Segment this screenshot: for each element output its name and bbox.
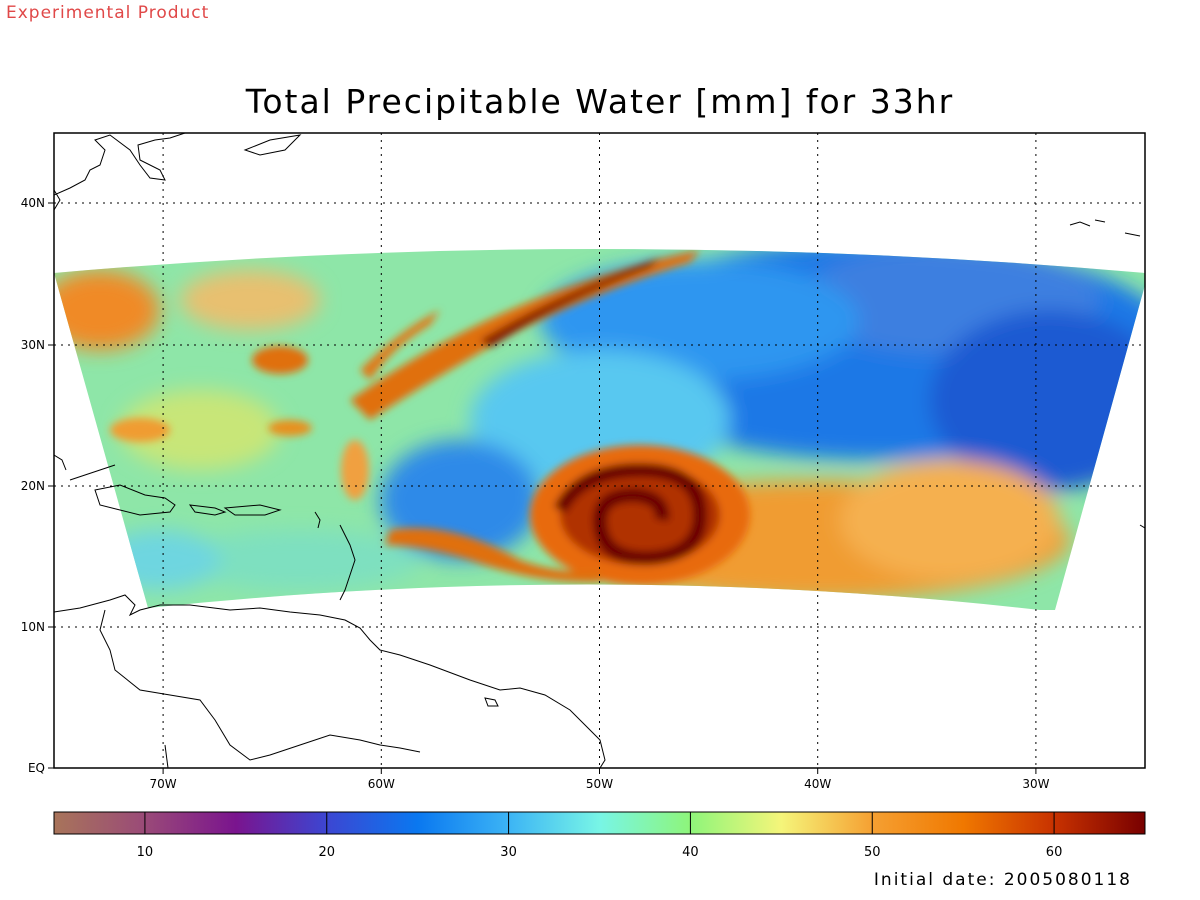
x-tick-label: 70W <box>150 777 177 791</box>
y-tick-label: 20N <box>21 479 45 493</box>
initial-date-label: Initial date: 2005080118 <box>873 870 1132 890</box>
y-tick-label: 30N <box>21 338 45 352</box>
y-tick-label: 10N <box>21 620 45 634</box>
precipitable-water-field <box>54 249 1145 610</box>
chart-title: Total Precipitable Water [mm] for 33hr <box>245 82 955 121</box>
y-tick-label: 40N <box>21 196 45 210</box>
colorbar-tick-label: 50 <box>864 845 881 860</box>
y-tick-label: EQ <box>28 761 45 775</box>
colorbar-tick-label: 20 <box>318 845 335 860</box>
x-tick-label: 30W <box>1022 777 1049 791</box>
colorbar-tick-label: 10 <box>137 845 154 860</box>
y-axis: EQ 10N 20N 30N 40N <box>21 196 54 775</box>
coastlines <box>54 133 1145 768</box>
colorbar-tick-label: 30 <box>500 845 517 860</box>
x-tick-label: 40W <box>804 777 831 791</box>
x-axis: 70W 60W 50W 40W 30W <box>150 768 1050 791</box>
x-tick-label: 50W <box>586 777 613 791</box>
x-tick-label: 60W <box>368 777 395 791</box>
experimental-product-label: Experimental Product <box>6 3 210 23</box>
colorbar: 10 20 30 40 50 60 <box>53 811 1146 860</box>
colorbar-tick-label: 60 <box>1046 845 1063 860</box>
colorbar-bar <box>53 811 1146 835</box>
graticule <box>54 133 1145 768</box>
colorbar-tick-label: 40 <box>682 845 699 860</box>
